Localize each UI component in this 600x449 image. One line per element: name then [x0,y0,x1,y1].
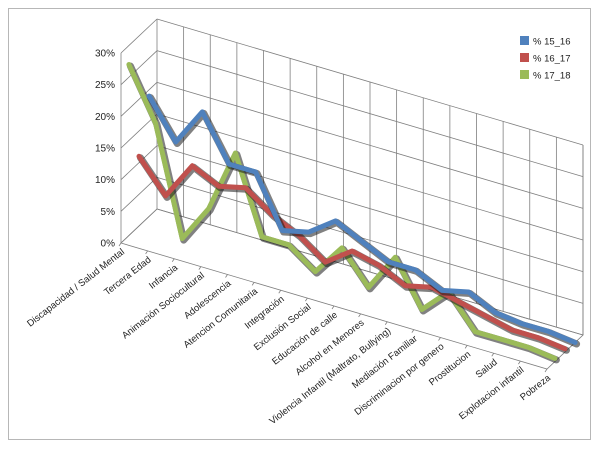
x-axis-tick [171,258,175,262]
x-axis-tick [145,250,148,255]
y-tick-label: 5% [101,207,116,218]
series-line-path [136,153,568,352]
legend-label: % 17_18 [533,71,571,82]
y-tick-label: 30% [95,49,115,60]
x-axis-tick [544,368,548,373]
side-wall-gridline [120,177,158,212]
x-axis-tick [305,297,308,302]
y-tick-label: 15% [95,144,115,155]
x-axis-tick [384,321,388,325]
side-wall-gridline [120,82,158,117]
x-axis-tick [464,345,468,349]
x-axis-tick [358,313,361,318]
series-line [126,62,560,364]
x-axis-tick [225,274,228,278]
x-axis-tick [491,353,495,357]
y-tick-label: 0% [101,239,116,250]
y-tick-label: 10% [95,175,115,186]
legend-swatch [520,70,529,79]
y-tick-label: 20% [95,112,115,123]
x-tick-label: Explotacion infantil [457,365,526,422]
side-wall-gridline [120,50,158,85]
y-tick-label: 25% [95,80,115,91]
x-axis-tick [411,329,415,333]
x-axis-tick [278,290,282,294]
x-axis-tick [518,360,521,365]
legend-label: % 16_17 [533,54,571,65]
x-tick-label: Educación de calle [270,310,340,368]
x-tick-label: Mediación Familiar [350,333,420,391]
chart-frame [8,8,591,440]
x-tick-label: Infancia [147,262,181,292]
series-line [136,153,570,354]
plot-floor [120,208,584,370]
series-line-path [146,93,578,345]
x-axis-tick [331,305,335,310]
x-axis-tick [198,266,202,270]
series-line [146,93,581,348]
legend-label: % 15_16 [533,37,571,48]
side-wall-gridline [120,18,158,54]
x-tick-label: Pobreza [518,372,553,403]
legend-swatch [520,53,529,62]
x-axis-tick [118,242,122,247]
x-axis-tick [251,282,255,286]
legend-swatch [520,36,529,45]
x-tick-label: Salud [474,357,500,381]
side-wall-gridline [120,145,158,180]
legend: % 15_16 % 16_17 % 17_18 [520,36,571,82]
x-axis-tick [438,337,441,341]
